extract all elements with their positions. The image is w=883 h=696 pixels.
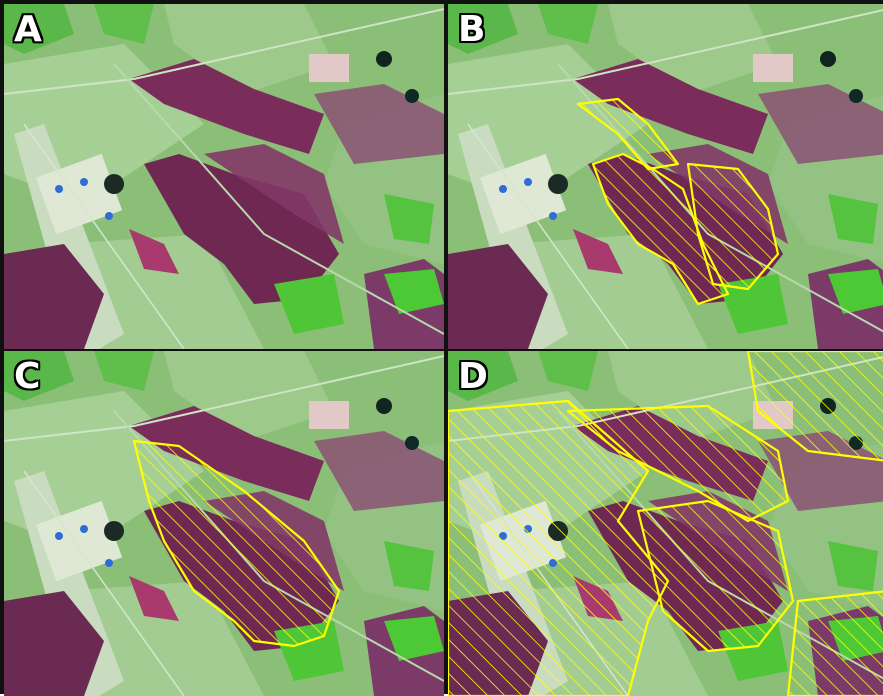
panel-label-b: B — [458, 9, 486, 50]
satellite-scene-d — [448, 351, 883, 696]
panel-b: B — [448, 4, 883, 349]
satellite-scene-b — [448, 4, 883, 349]
panel-label-d: D — [458, 356, 488, 397]
satellite-scene-a — [4, 4, 444, 349]
satellite-scene-c — [4, 351, 444, 696]
panel-d: D — [448, 351, 883, 696]
panel-a: A — [4, 4, 444, 349]
panel-label-a: A — [14, 9, 42, 50]
panel-c: C — [4, 351, 444, 696]
panel-label-c: C — [14, 356, 41, 397]
